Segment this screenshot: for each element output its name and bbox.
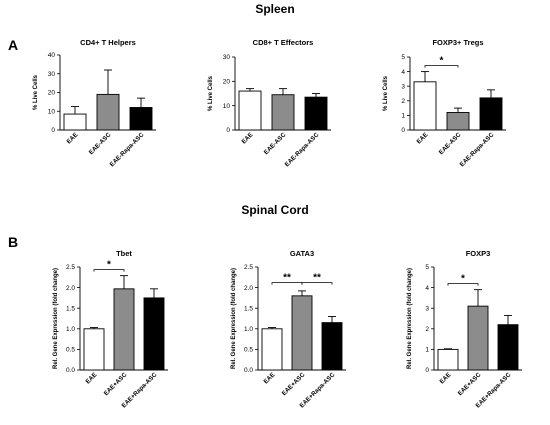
y-tick-label: 2.5 [66, 264, 75, 271]
y-tick-label: 0.0 [66, 367, 75, 374]
significance-label: ** [313, 273, 321, 284]
y-tick-label: 2.0 [244, 285, 253, 292]
y-tick-label: 1.0 [66, 326, 75, 333]
panel-label-a: A [8, 37, 18, 53]
category-label: EAE [84, 371, 98, 385]
category-label: EAE-Rapa-ASC [284, 131, 321, 168]
category-label: EAE+ASC [457, 371, 483, 397]
y-axis-label: Rel. Gene Expression (fold change) [53, 268, 59, 369]
bar-2 [467, 305, 489, 371]
y-tick-label: 0.5 [66, 347, 75, 354]
significance-label: ** [283, 273, 291, 284]
bar-1 [238, 90, 262, 131]
y-tick-label: 2 [425, 326, 429, 333]
y-tick-label: 0.0 [244, 367, 253, 374]
bar-2 [271, 94, 295, 131]
category-label: EAE-Rapa-ASC [459, 131, 496, 168]
category-label: EAE [415, 131, 429, 145]
bar-1 [437, 348, 459, 371]
category-label: EAE [240, 131, 254, 145]
bar-2 [96, 93, 120, 131]
y-tick-label: 0 [401, 127, 405, 134]
chart-6: FOXP3 0 1 2 3 4 5 Rel. Gene Expression (fold ch… [407, 249, 522, 409]
y-tick-label: 2.5 [244, 264, 253, 271]
category-label: EAE [438, 371, 452, 385]
bar-2 [446, 112, 470, 131]
bar-2 [291, 295, 313, 371]
bar-1 [83, 328, 105, 371]
y-tick-label: 4 [401, 69, 405, 76]
y-axis-label: % Live Cells [208, 75, 214, 111]
y-tick-label: 30 [223, 54, 231, 61]
y-tick-label: 0 [226, 127, 230, 134]
y-tick-label: 40 [48, 52, 56, 59]
category-label: EAE [65, 131, 79, 145]
y-tick-label: 3 [401, 83, 405, 90]
bar-1 [261, 328, 283, 371]
y-tick-label: 1 [425, 347, 429, 354]
y-tick-label: 1.0 [244, 326, 253, 333]
chart-5: GATA3 0.0 0.5 1.0 1.5 2.0 2.5 Rel. Gene Express… [231, 249, 346, 409]
bar-1 [413, 81, 437, 131]
category-label: EAE-ASC [438, 131, 463, 156]
chart-title: FOXP3 [466, 249, 491, 258]
panel-label-b: B [8, 234, 18, 250]
significance-bracket [424, 65, 459, 68]
y-tick-label: 4 [425, 285, 429, 292]
y-tick-label: 1.5 [244, 305, 253, 312]
y-axis-label: Rel. Gene Expression (fold change) [407, 268, 413, 369]
bar-3 [129, 107, 153, 131]
category-label: EAE-ASC [88, 131, 113, 156]
y-tick-label: 5 [401, 54, 405, 61]
y-tick-label: 0 [51, 127, 55, 134]
y-tick-label: 10 [223, 103, 231, 110]
chart-4: Tbet 0.0 0.5 1.0 1.5 2.0 2.5 Rel. Gene Expressi… [53, 249, 168, 409]
y-axis-label: Rel. Gene Expression (fold change) [231, 268, 237, 369]
category-label: EAE+ASC [281, 371, 307, 397]
y-tick-label: 5 [425, 264, 429, 271]
y-tick-label: 20 [48, 90, 56, 97]
y-tick-label: 0.5 [244, 347, 253, 354]
y-tick-label: 1.5 [66, 305, 75, 312]
bar-3 [304, 96, 328, 131]
significance-label: * [107, 260, 111, 271]
significance-label: * [461, 274, 465, 285]
y-tick-label: 30 [48, 71, 56, 78]
chart-title: Tbet [116, 249, 132, 258]
y-tick-label: 2.0 [66, 285, 75, 292]
bar-1 [63, 113, 87, 131]
significance-bracket [93, 269, 125, 272]
y-tick-label: 20 [223, 79, 231, 86]
chart-title: FOXP3+ Tregs [432, 38, 483, 47]
y-tick-label: 3 [425, 305, 429, 312]
category-label: EAE+ASC [103, 371, 129, 397]
bar-3 [143, 297, 165, 371]
chart-title: GATA3 [290, 249, 314, 258]
bar-3 [321, 322, 343, 371]
section-title-spleen: Spleen [255, 2, 294, 16]
section-title-spinal-cord: Spinal Cord [241, 203, 308, 217]
category-label: EAE-Rapa-ASC [109, 131, 146, 168]
chart-title: CD8+ T Effectors [253, 38, 314, 47]
y-tick-label: 1 [401, 113, 405, 120]
y-tick-label: 10 [48, 108, 56, 115]
significance-bracket [301, 282, 333, 285]
bar-3 [497, 324, 519, 371]
y-axis-label: % Live Cells [33, 74, 39, 110]
chart-2: CD8+ T Effectors 0 10 20 30 % Live Cells EAE EA… [208, 38, 331, 168]
bar-2 [113, 288, 135, 371]
chart-3: FOXP3+ Tregs 0 1 2 3 4 5 % Live Cells EAE EAE-ASC… [383, 38, 506, 168]
category-label: EAE [262, 371, 276, 385]
chart-title: CD4+ T Helpers [80, 38, 136, 47]
y-axis-label: % Live Cells [383, 75, 389, 111]
y-tick-label: 0 [425, 367, 429, 374]
chart-1: CD4+ T Helpers 0 10 20 30 40 % Live Cells EAE EA… [33, 38, 156, 168]
significance-bracket [447, 283, 479, 286]
significance-label: * [440, 56, 444, 67]
bar-3 [479, 97, 503, 131]
y-tick-label: 2 [401, 98, 405, 105]
category-label: EAE-ASC [263, 131, 288, 156]
